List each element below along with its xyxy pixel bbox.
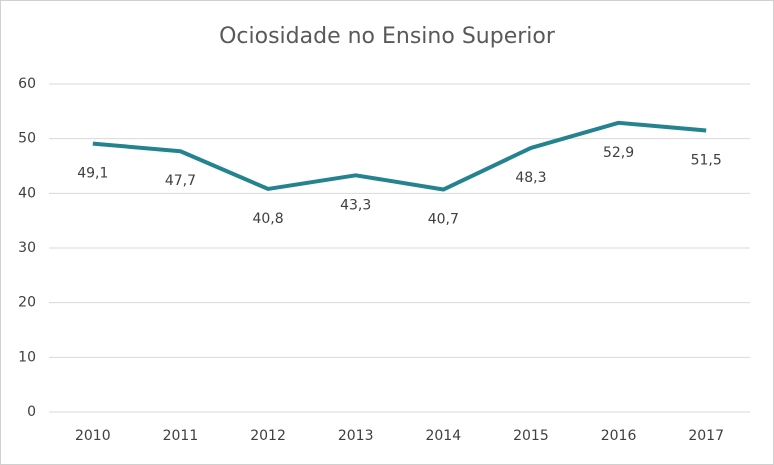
data-label: 49,1 (77, 166, 108, 182)
data-label: 43,3 (340, 197, 371, 213)
x-tick-label: 2016 (601, 428, 637, 444)
data-label: 51,5 (691, 152, 722, 168)
data-label: 48,3 (515, 170, 546, 186)
x-tick-label: 2013 (338, 428, 374, 444)
data-label: 52,9 (603, 145, 634, 161)
y-tick-label: 20 (18, 295, 36, 311)
x-tick-label: 2014 (425, 428, 461, 444)
data-label: 47,7 (165, 173, 196, 189)
y-tick-label: 0 (27, 404, 36, 420)
y-tick-label: 10 (18, 349, 36, 365)
x-tick-label: 2012 (250, 428, 286, 444)
x-tick-label: 2015 (513, 428, 549, 444)
data-label: 40,8 (252, 211, 283, 227)
data-label: 40,7 (428, 212, 459, 228)
chart-title: Ociosidade no Ensino Superior (219, 24, 556, 49)
y-tick-label: 50 (18, 131, 36, 147)
x-tick-label: 2011 (163, 428, 199, 444)
x-tick-label: 2010 (75, 428, 111, 444)
data-line (92, 120, 707, 192)
y-tick-label: 30 (18, 240, 36, 256)
x-tick-label: 2017 (688, 428, 724, 444)
y-tick-label: 60 (18, 76, 36, 92)
y-tick-label: 40 (18, 185, 36, 201)
